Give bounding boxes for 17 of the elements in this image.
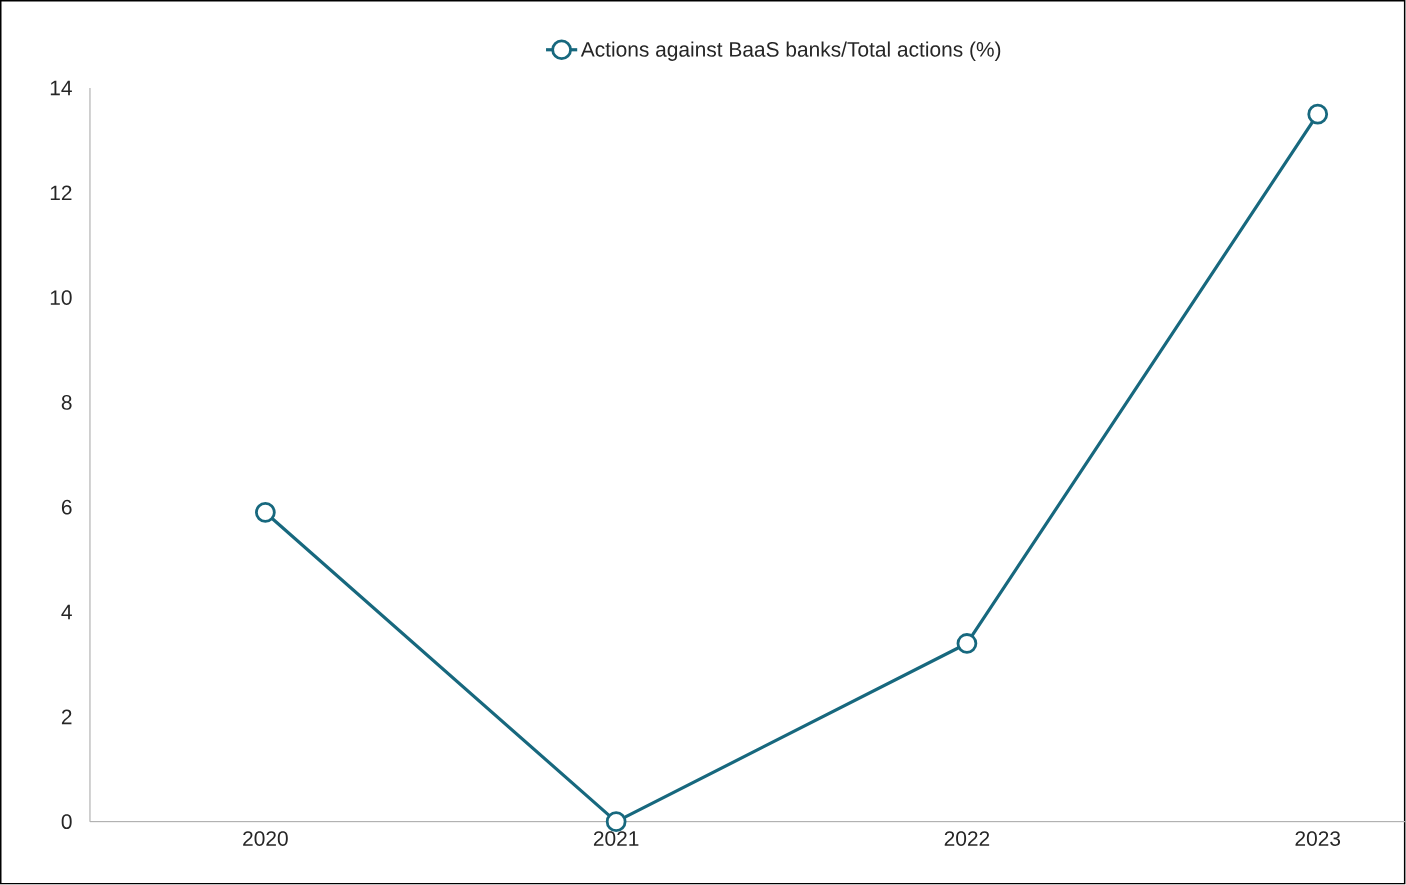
y-tick-label: 8 (61, 395, 72, 410)
y-tick-label: 6 (61, 499, 72, 515)
y-tick-label: 10 (50, 290, 72, 306)
point (255, 502, 276, 523)
y-tick-label: 4 (61, 605, 72, 620)
point (956, 633, 978, 655)
y-tick-label: 2 (61, 709, 72, 725)
y-tick-label: 12 (50, 185, 72, 201)
point (1307, 103, 1329, 125)
x-tick-label: 2023 (1295, 831, 1341, 847)
x-tick-label: 2022 (944, 831, 990, 847)
legend-label: Actions against BaaS banks/Total actions (%) (580, 41, 1001, 62)
point (605, 811, 627, 833)
x-tick-label: 2020 (243, 831, 288, 847)
y-tick-label: 0 (61, 814, 72, 830)
y-tick-label: 14 (50, 80, 72, 96)
x-tick-label: 2021 (593, 831, 639, 847)
